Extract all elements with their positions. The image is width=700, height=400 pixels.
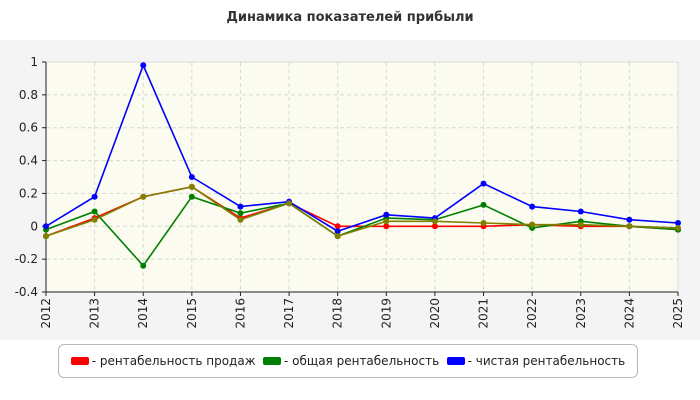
series-net-profitability-point [383,211,390,218]
x-tick-label: 2022 [525,298,539,329]
legend-item-net-profitability: - чистая рентабельность [446,354,626,368]
legend: - рентабельность продаж - общая рентабел… [58,344,638,378]
x-tick-label: 2017 [282,298,296,329]
series-overlay-point [140,193,147,200]
plot-area [45,61,679,293]
series-points [43,62,681,269]
series-sales-profitability-point [334,223,341,230]
series-overlay-point [431,218,438,225]
x-tick-label: 2012 [39,298,53,329]
x-tick-label: 2025 [671,298,685,329]
series-overlay-point [529,221,536,228]
series-overlay-line [45,186,679,238]
x-tick-label: 2015 [185,298,199,329]
series-overlay-point [626,223,633,230]
x-tick-label: 2023 [574,298,588,329]
y-tick-label: 0.2 [19,186,38,200]
chart-title: Динамика показателей прибыли [226,10,474,25]
series-overlay-point [675,224,681,231]
y-tick-label: 0 [30,219,38,233]
series-overlay-point [43,233,49,240]
series-net-profitability-line [45,63,679,233]
x-tick-label: 2016 [233,298,247,329]
y-tick-label: 0.8 [19,88,38,102]
series-total-profitability-point [140,262,147,269]
x-tick-label: 2024 [622,298,636,329]
series-net-profitability-point [237,203,244,210]
series-overlay-point [383,218,390,225]
series-overlay-point [480,220,487,226]
series-overlay-point [286,200,293,207]
series-net-profitability-point [140,62,147,69]
series-overlay-point [188,183,195,190]
series-net-profitability-point [480,180,487,187]
legend-label: - рентабельность продаж [91,354,256,368]
series-total-profitability-point [91,208,98,215]
x-tick-label: 2018 [331,298,345,329]
x-tick-label: 2013 [88,298,102,329]
y-tick-label: -0.2 [15,252,38,266]
legend-item-sales-profitability: - рентабельность продаж [70,354,256,368]
series-total-profitability-point [188,193,195,200]
y-tick-label: -0.4 [15,285,38,299]
series-net-profitability-point [91,193,98,200]
x-tick-label: 2021 [477,298,491,329]
series-sales-profitability-point [431,223,438,230]
legend-swatch-blue [446,357,465,365]
y-tick-label: 0.4 [19,154,38,168]
series-overlay-point [91,216,98,223]
legend-label: - чистая рентабельность [467,354,626,368]
series-net-profitability-point [577,208,584,215]
series-net-profitability-point [626,216,633,223]
series-total-profitability-point [480,201,487,208]
series-overlay-point [237,216,244,223]
series-total-profitability-line [45,195,679,267]
series-overlay-point [334,233,341,240]
series-net-profitability-point [334,228,341,235]
x-tick-label: 2019 [379,298,393,329]
series-overlay-point [577,221,584,228]
series-lines [45,63,679,267]
y-tick-label: 0.6 [19,121,38,135]
legend-item-total-profitability: - общая рентабельность [263,354,439,368]
x-tick-label: 2014 [136,298,150,329]
legend-swatch-green [263,357,282,365]
y-tick-label: 1 [30,55,38,69]
series-total-profitability-point [237,210,244,217]
x-tick-label: 2020 [428,298,442,329]
x-tick-labels: 2012 2013 2014 2015 2016 2017 2018 2019 2020 2021… [39,292,685,329]
series-net-profitability-point [529,203,536,210]
legend-label: - общая рентабельность [284,354,440,368]
series-net-profitability-point [188,174,195,180]
series-net-profitability-point [675,220,681,226]
y-tick-labels: 1 0.8 0.6 0.4 0.2 0 -0.2 -0.4 [15,55,46,299]
series-net-profitability-point [43,223,49,230]
legend-swatch-red [70,357,89,365]
series-sales-profitability-point [383,223,390,230]
